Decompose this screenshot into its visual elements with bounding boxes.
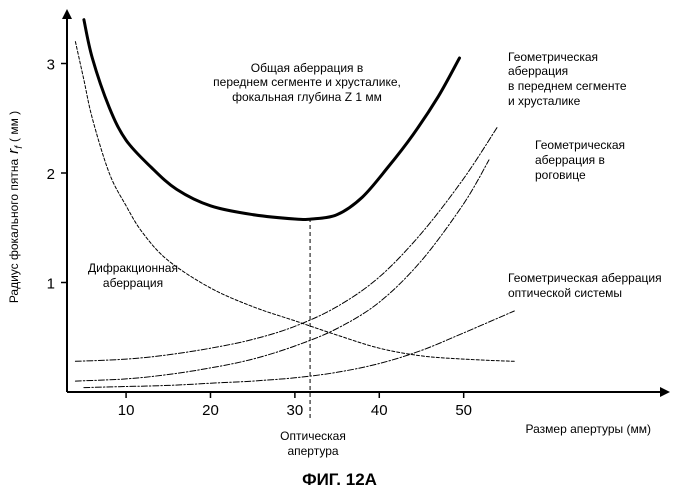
figure-label: ФИГ. 12А — [0, 470, 679, 490]
series-anterior-line — [75, 127, 497, 361]
label-optical-line-2: оптической системы — [508, 286, 622, 300]
label-cornea-line-2: аберрация в — [535, 153, 605, 167]
y-axis-unit: ( мм ) — [7, 111, 21, 142]
x-axis-label: Размер апертуры (мм) — [526, 422, 651, 436]
label-optical-line-1: Геометрическая аберрация — [508, 271, 662, 285]
label-total: Общая аберрация в переднем сегменте и хр… — [213, 61, 401, 104]
series-total-line — [84, 20, 460, 220]
y-axis-label: Радиус фокального пятнаrf( мм ) — [5, 111, 25, 303]
y-tick-label-2: 2 — [47, 166, 55, 183]
label-diffraction-line-2: аберрация — [103, 276, 163, 290]
label-anterior-line-3: в переднем сегменте — [508, 79, 627, 93]
label-anterior-line-2: аберрация — [508, 64, 568, 78]
label-total-line-1: Общая аберрация в — [251, 61, 363, 75]
label-anterior: Геометрическая аберрация в переднем сегм… — [508, 50, 627, 108]
x-tick-label-10: 10 — [118, 402, 135, 419]
x-ticks: 10 20 30 40 50 — [118, 392, 472, 419]
marker-label-line-2: апертура — [287, 444, 338, 458]
y-tick-label-3: 3 — [47, 57, 55, 74]
label-cornea-line-3: роговице — [535, 168, 586, 182]
x-tick-label-40: 40 — [371, 402, 388, 419]
label-diffraction-line-1: Дифракционная — [88, 261, 178, 275]
label-cornea-line-1: Геометрическая — [535, 138, 625, 152]
label-total-line-2: переднем сегменте и хрусталике, — [213, 75, 401, 89]
label-diffraction: Дифракционная аберрация — [88, 261, 178, 290]
marker-label-line-1: Оптическая — [280, 429, 346, 443]
y-tick-label-1: 1 — [47, 276, 55, 293]
y-axis-subscript: f — [14, 145, 25, 149]
label-total-line-3: фокальная глубина Z 1 мм — [232, 90, 382, 104]
x-tick-label-30: 30 — [287, 402, 304, 419]
label-cornea: Геометрическая аберрация в роговице — [535, 138, 625, 182]
x-tick-label-50: 50 — [455, 402, 472, 419]
label-anterior-line-4: и хрусталике — [508, 94, 581, 108]
y-ticks: 1 2 3 — [47, 57, 67, 293]
label-anterior-line-1: Геометрическая — [508, 50, 598, 64]
x-tick-label-20: 20 — [202, 402, 219, 419]
y-axis-label-main: Радиус фокального пятна — [7, 158, 21, 303]
label-optical: Геометрическая аберрация оптической сист… — [508, 271, 662, 300]
